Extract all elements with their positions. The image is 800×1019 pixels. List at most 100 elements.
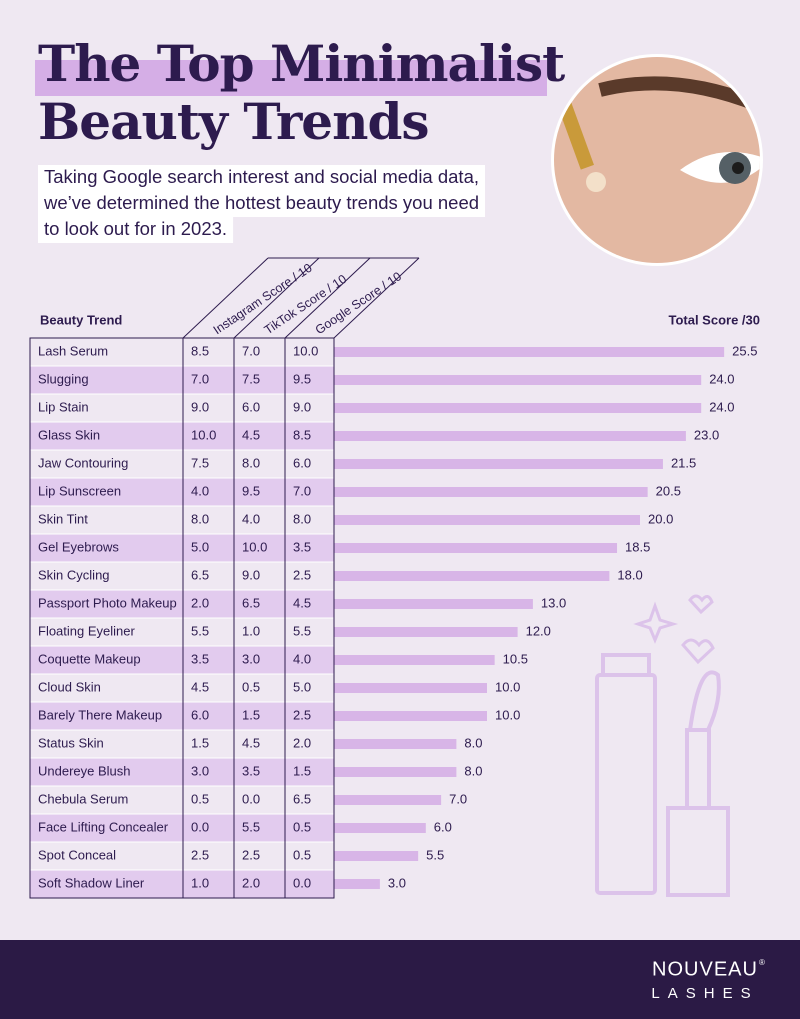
header-border [233, 257, 320, 339]
bar [334, 459, 663, 469]
bar [334, 683, 487, 693]
category-label: Passport Photo Makeup [38, 595, 177, 610]
category-label: Coquette Makeup [38, 651, 141, 666]
value-label: 6.0 [434, 819, 452, 834]
score-cell: 0.0 [242, 791, 260, 806]
header-border [333, 257, 420, 339]
value-label: 3.0 [388, 875, 406, 890]
category-label: Lip Sunscreen [38, 483, 121, 498]
category-label: Gel Eyebrows [38, 539, 119, 554]
score-cell: 3.5 [293, 539, 311, 554]
score-cell: 5.0 [293, 679, 311, 694]
value-label: 24.0 [709, 371, 734, 386]
title-line: The Top Minimalist [38, 34, 565, 93]
score-cell: 6.0 [191, 707, 209, 722]
score-cell: 7.0 [191, 371, 209, 386]
score-cell: 7.0 [293, 483, 311, 498]
score-cell: 9.5 [242, 483, 260, 498]
header-border [182, 257, 269, 339]
brand-mark: ® [759, 958, 765, 967]
score-cell: 8.5 [293, 427, 311, 442]
row-stripe [30, 422, 334, 450]
value-label: 25.5 [732, 343, 757, 358]
bar [334, 823, 426, 833]
score-cell: 7.5 [242, 371, 260, 386]
score-cell: 3.0 [242, 651, 260, 666]
photo [551, 54, 763, 266]
value-label: 20.0 [648, 511, 673, 526]
brand-sub: LASHES [651, 985, 758, 1002]
subtitle-bg [38, 165, 486, 191]
bar [334, 515, 640, 525]
score-cell: 2.5 [242, 847, 260, 862]
score-cell: 2.5 [191, 847, 209, 862]
footer [0, 940, 800, 1019]
score-header: Google Score / 10 [313, 269, 404, 337]
score-cell: 5.5 [191, 623, 209, 638]
bar [334, 347, 725, 357]
score-cell: 8.0 [191, 511, 209, 526]
category-label: Face Lifting Concealer [38, 819, 169, 834]
category-label: Jaw Contouring [38, 455, 128, 470]
score-cell: 7.5 [191, 455, 209, 470]
category-label: Glass Skin [38, 427, 100, 442]
score-cell: 9.0 [293, 399, 311, 414]
value-label: 8.0 [464, 735, 482, 750]
category-label: Status Skin [38, 735, 104, 750]
row-stripe [30, 702, 334, 730]
category-label: Skin Tint [38, 511, 88, 526]
score-cell: 0.5 [293, 847, 311, 862]
bar [334, 655, 495, 665]
title-line: Beauty Trends [38, 92, 429, 151]
bar [334, 711, 487, 721]
value-label: 18.5 [625, 539, 650, 554]
bar [334, 431, 686, 441]
value-label: 20.5 [656, 483, 681, 498]
category-label: Chebula Serum [38, 791, 128, 806]
score-cell: 4.5 [242, 735, 260, 750]
value-label: 23.0 [694, 427, 719, 442]
row-stripe [30, 534, 334, 562]
title-highlight [35, 60, 547, 96]
value-label: 8.0 [464, 763, 482, 778]
category-label: Cloud Skin [38, 679, 101, 694]
value-label: 10.0 [495, 679, 520, 694]
score-cell: 4.5 [293, 595, 311, 610]
bar [334, 627, 518, 637]
category-label: Undereye Blush [38, 763, 131, 778]
score-cell: 6.5 [242, 595, 260, 610]
bar [334, 879, 380, 889]
score-cell: 8.5 [191, 343, 209, 358]
value-label: 21.5 [671, 455, 696, 470]
score-cell: 7.0 [242, 343, 260, 358]
score-cell: 1.5 [191, 735, 209, 750]
bar [334, 739, 457, 749]
value-header: Total Score /30 [668, 312, 760, 327]
score-cell: 2.0 [293, 735, 311, 750]
score-cell: 4.0 [293, 651, 311, 666]
category-label: Lip Stain [38, 399, 89, 414]
category-label: Barely There Makeup [38, 707, 162, 722]
score-cell: 9.0 [191, 399, 209, 414]
subtitle-bg [38, 217, 234, 243]
value-label: 13.0 [541, 595, 566, 610]
score-cell: 6.0 [242, 399, 260, 414]
category-label: Slugging [38, 371, 89, 386]
score-cell: 1.0 [191, 875, 209, 890]
score-cell: 4.0 [242, 511, 260, 526]
value-label: 12.0 [526, 623, 551, 638]
score-cell: 1.0 [242, 623, 260, 638]
score-cell: 10.0 [293, 343, 318, 358]
value-label: 5.5 [426, 847, 444, 862]
category-label: Spot Conceal [38, 847, 116, 862]
bar [334, 851, 419, 861]
subtitle-line: to look out for in 2023. [44, 218, 227, 239]
score-cell: 1.5 [242, 707, 260, 722]
score-cell: 0.5 [242, 679, 260, 694]
category-label: Skin Cycling [38, 567, 110, 582]
score-cell: 2.5 [293, 567, 311, 582]
brand-name: NOUVEAU [652, 958, 758, 980]
score-cell: 8.0 [293, 511, 311, 526]
